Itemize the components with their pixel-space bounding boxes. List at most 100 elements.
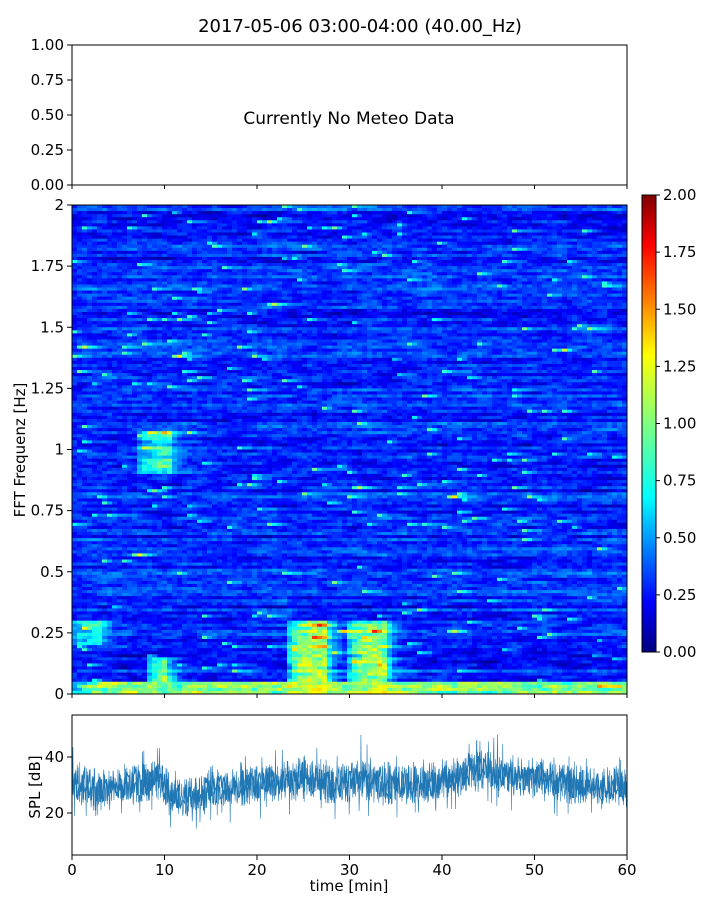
heatmap-cell — [377, 302, 383, 307]
heatmap-cell — [502, 305, 508, 310]
heatmap-cell — [92, 287, 98, 291]
heatmap-cell — [287, 339, 293, 343]
heatmap-cell — [92, 269, 98, 273]
heatmap-cell — [212, 241, 218, 246]
heatmap-cell — [227, 281, 233, 285]
heatmap-cell — [177, 220, 183, 224]
heatmap-cell — [262, 339, 268, 343]
heatmap-cell — [162, 214, 168, 218]
heatmap-cell — [112, 311, 118, 316]
heatmap-cell — [92, 339, 98, 343]
heatmap-cell — [292, 235, 298, 240]
heatmap-cell — [337, 275, 343, 279]
heatmap-cell — [592, 275, 598, 279]
heatmap-cell — [227, 232, 233, 236]
heatmap-cell — [197, 299, 203, 304]
heatmap-cell — [177, 275, 183, 279]
heatmap-cell — [362, 269, 368, 273]
heatmap-cell — [492, 327, 498, 331]
heatmap-cell — [537, 290, 543, 295]
heatmap-cell — [472, 339, 478, 343]
heatmap-cell — [287, 256, 293, 261]
heatmap-cell — [537, 232, 543, 236]
heatmap-cell — [72, 339, 78, 343]
heatmap-cell — [407, 287, 413, 291]
heatmap-cell — [202, 293, 208, 298]
heatmap-cell — [267, 205, 273, 209]
heatmap-cell — [292, 330, 298, 334]
heatmap-cell — [477, 229, 483, 233]
heatmap-cell — [422, 205, 428, 209]
heatmap-cell — [332, 299, 338, 304]
heatmap-cell — [97, 336, 103, 340]
heatmap-cell — [487, 220, 493, 224]
heatmap-cell — [492, 302, 498, 307]
heatmap-cell — [482, 339, 488, 343]
heatmap-cell — [422, 263, 428, 267]
heatmap-cell — [402, 287, 408, 291]
heatmap-cell — [207, 299, 213, 304]
heatmap-cell — [212, 211, 218, 215]
heatmap-cell — [617, 260, 623, 264]
heatmap-cell — [257, 229, 263, 233]
heatmap-cell — [582, 290, 588, 295]
heatmap-cell — [497, 287, 503, 291]
heatmap-cell — [597, 253, 603, 258]
heatmap-cell — [202, 302, 208, 307]
heatmap-cell — [352, 229, 358, 233]
heatmap-cell — [597, 232, 603, 236]
heatmap-cell — [557, 250, 563, 255]
heatmap-cell — [357, 324, 363, 328]
heatmap-cell — [127, 305, 133, 310]
heatmap-cell — [227, 302, 233, 307]
heatmap-cell — [77, 269, 83, 273]
heatmap-cell — [222, 336, 228, 340]
heatmap-cell — [332, 232, 338, 236]
heatmap-cell — [487, 275, 493, 279]
heatmap-cell — [207, 287, 213, 291]
heatmap-cell — [517, 217, 523, 221]
heatmap-cell — [247, 266, 253, 270]
heatmap-cell — [472, 253, 478, 258]
heatmap-cell — [607, 327, 613, 331]
heatmap-cell — [132, 333, 138, 337]
heatmap-cell — [572, 269, 578, 273]
heatmap-cell — [217, 278, 223, 282]
heatmap-cell — [117, 321, 123, 325]
heatmap-cell — [622, 214, 628, 218]
heatmap-cell — [142, 226, 148, 230]
heatmap-cell — [492, 223, 498, 227]
heatmap-cell — [82, 318, 88, 322]
heatmap-cell — [112, 232, 118, 236]
heatmap-cell — [137, 318, 143, 322]
heatmap-cell — [467, 296, 473, 301]
heatmap-cell — [247, 229, 253, 233]
heatmap-cell — [487, 244, 493, 249]
heatmap-cell — [362, 308, 368, 313]
heatmap-cell — [387, 250, 393, 255]
heatmap-cell — [552, 281, 558, 285]
heatmap-cell — [142, 208, 148, 212]
heatmap-cell — [122, 324, 128, 328]
heatmap-cell — [502, 250, 508, 255]
heatmap-cell — [162, 223, 168, 227]
heatmap-cell — [487, 253, 493, 258]
heatmap-cell — [192, 235, 198, 240]
heatmap-cell — [267, 253, 273, 258]
heatmap-cell — [297, 284, 303, 288]
heatmap-cell — [92, 232, 98, 236]
heatmap-cell — [512, 324, 518, 328]
heatmap-cell — [222, 305, 228, 310]
heatmap-cell — [132, 324, 138, 328]
heatmap-cell — [592, 250, 598, 255]
heatmap-cell — [482, 232, 488, 236]
heatmap-cell — [407, 311, 413, 316]
heatmap-cell — [177, 256, 183, 261]
heatmap-cell — [222, 278, 228, 282]
heatmap-cell — [177, 302, 183, 307]
heatmap-cell — [602, 330, 608, 334]
heatmap-cell — [602, 269, 608, 273]
heatmap-cell — [527, 244, 533, 249]
heatmap-cell — [122, 238, 128, 243]
heatmap-cell — [347, 217, 353, 221]
